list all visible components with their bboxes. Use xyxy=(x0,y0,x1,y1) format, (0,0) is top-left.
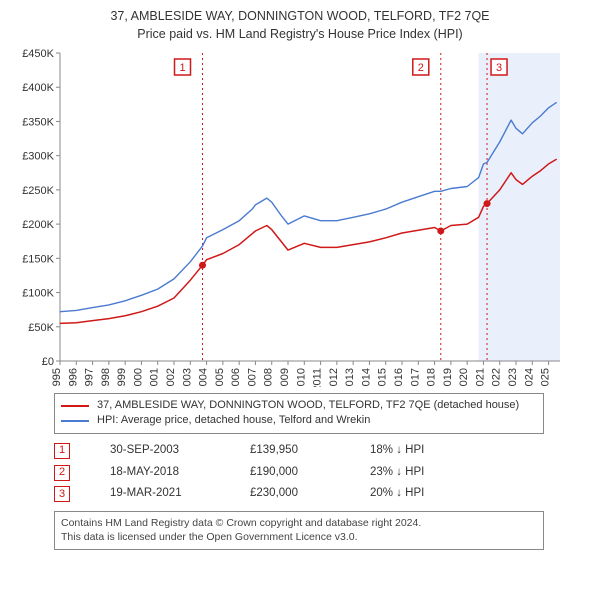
x-tick-label: 2007 xyxy=(246,368,258,387)
x-tick-label: 2022 xyxy=(491,368,503,387)
title-line-2: Price paid vs. HM Land Registry's House … xyxy=(10,26,590,44)
x-tick-label: 2006 xyxy=(230,368,242,387)
x-tick-label: 2018 xyxy=(426,368,438,387)
sale-marker-dot xyxy=(484,200,491,207)
sale-markers-table: 1 30-SEP-2003 £139,950 18% ↓ HPI 2 18-MAY-201… xyxy=(54,440,544,506)
x-tick-label: 2011 xyxy=(312,368,324,387)
legend-row: 37, AMBLESIDE WAY, DONNINGTON WOOD, TELF… xyxy=(61,398,537,413)
x-tick-label: 1999 xyxy=(116,368,128,387)
x-tick-label: 2024 xyxy=(523,368,535,387)
y-tick-label: £100K xyxy=(22,288,54,300)
x-tick-label: 2003 xyxy=(181,368,193,387)
chart-area: £0 £50K £100K £150K £200K £250K £300K £350K £400… xyxy=(10,47,590,387)
marker-table-row: 2 18-MAY-2018 £190,000 23% ↓ HPI xyxy=(54,462,544,484)
attribution-box: Contains HM Land Registry data © Crown c… xyxy=(54,511,544,549)
x-tick-label: 2008 xyxy=(263,368,275,387)
x-tick-label: 2005 xyxy=(214,368,226,387)
sale-marker-dot xyxy=(199,262,206,269)
y-tick-label: £300K xyxy=(22,151,54,163)
x-tick-label: 2002 xyxy=(165,368,177,387)
y-tick-label: £350K xyxy=(22,116,54,128)
x-tick-label: 1996 xyxy=(67,368,79,387)
attribution-line-1: Contains HM Land Registry data © Crown c… xyxy=(61,516,537,530)
x-tick-label: 2014 xyxy=(360,368,372,387)
marker-row-badge: 2 xyxy=(54,465,70,481)
x-tick-label: 2000 xyxy=(132,368,144,387)
x-tick-label: 1995 xyxy=(51,368,63,387)
y-tick-label: £0 xyxy=(42,356,54,368)
legend-label: HPI: Average price, detached house, Telf… xyxy=(97,413,370,428)
chart-title-block: 37, AMBLESIDE WAY, DONNINGTON WOOD, TELF… xyxy=(10,8,590,43)
line-chart-svg: £0 £50K £100K £150K £200K £250K £300K £350K £400… xyxy=(10,47,570,387)
marker-table-row: 1 30-SEP-2003 £139,950 18% ↓ HPI xyxy=(54,440,544,462)
sale-marker-dot xyxy=(437,227,444,234)
marker-row-diff: 23% ↓ HPI xyxy=(370,462,470,484)
marker-table-row: 3 19-MAR-2021 £230,000 20% ↓ HPI xyxy=(54,483,544,505)
x-tick-label: 2012 xyxy=(328,368,340,387)
marker-row-badge: 3 xyxy=(54,486,70,502)
x-tick-label: 2009 xyxy=(279,368,291,387)
x-tick-label: 2020 xyxy=(458,368,470,387)
sale-marker-badge-label: 1 xyxy=(179,62,185,74)
y-tick-label: £200K xyxy=(22,219,54,231)
x-tick-label: 2019 xyxy=(442,368,454,387)
x-tick-label: 2016 xyxy=(393,368,405,387)
legend-label: 37, AMBLESIDE WAY, DONNINGTON WOOD, TELF… xyxy=(97,398,519,413)
marker-row-date: 30-SEP-2003 xyxy=(110,440,210,462)
x-tick-label: 2025 xyxy=(540,368,552,387)
sale-marker-badge-label: 2 xyxy=(418,62,424,74)
x-tick-label: 2021 xyxy=(474,368,486,387)
legend-swatch xyxy=(61,420,89,422)
y-tick-label: £250K xyxy=(22,185,54,197)
marker-row-badge: 1 xyxy=(54,443,70,459)
marker-row-price: £230,000 xyxy=(250,483,330,505)
x-tick-label: 2010 xyxy=(295,368,307,387)
y-tick-label: £150K xyxy=(22,253,54,265)
marker-row-price: £190,000 xyxy=(250,462,330,484)
x-tick-label: 2015 xyxy=(377,368,389,387)
marker-row-date: 19-MAR-2021 xyxy=(110,483,210,505)
y-tick-label: £450K xyxy=(22,48,54,60)
marker-row-diff: 18% ↓ HPI xyxy=(370,440,470,462)
marker-row-date: 18-MAY-2018 xyxy=(110,462,210,484)
marker-row-price: £139,950 xyxy=(250,440,330,462)
legend-row: HPI: Average price, detached house, Telf… xyxy=(61,413,537,428)
attribution-line-2: This data is licensed under the Open Gov… xyxy=(61,530,537,544)
x-tick-label: 1998 xyxy=(100,368,112,387)
x-tick-label: 2017 xyxy=(409,368,421,387)
legend-swatch xyxy=(61,405,89,407)
y-tick-label: £50K xyxy=(28,322,54,334)
legend-box: 37, AMBLESIDE WAY, DONNINGTON WOOD, TELF… xyxy=(54,393,544,434)
x-tick-label: 2004 xyxy=(198,368,210,387)
y-tick-label: £400K xyxy=(22,82,54,94)
marker-row-diff: 20% ↓ HPI xyxy=(370,483,470,505)
sale-marker-badge-label: 3 xyxy=(496,62,502,74)
x-tick-label: 2001 xyxy=(149,368,161,387)
x-tick-label: 2013 xyxy=(344,368,356,387)
title-line-1: 37, AMBLESIDE WAY, DONNINGTON WOOD, TELF… xyxy=(10,8,590,26)
x-tick-label: 2023 xyxy=(507,368,519,387)
x-tick-label: 1997 xyxy=(84,368,96,387)
